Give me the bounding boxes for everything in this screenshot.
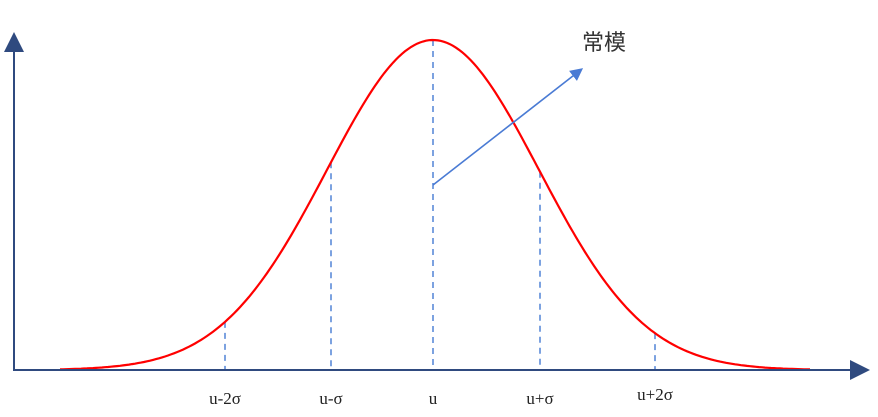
norm-pointer-arrow	[432, 68, 584, 186]
tick-label-3: u+σ	[526, 389, 553, 408]
tick-label-2: u	[429, 389, 438, 408]
bell-curve	[60, 38, 811, 371]
tick-label-4: u+2σ	[637, 385, 673, 404]
tick-label-1: u-σ	[319, 389, 342, 408]
sd-guide-lines	[224, 40, 656, 370]
norm-label: 常模	[582, 31, 626, 56]
tick-label-0: u-2σ	[209, 389, 241, 408]
